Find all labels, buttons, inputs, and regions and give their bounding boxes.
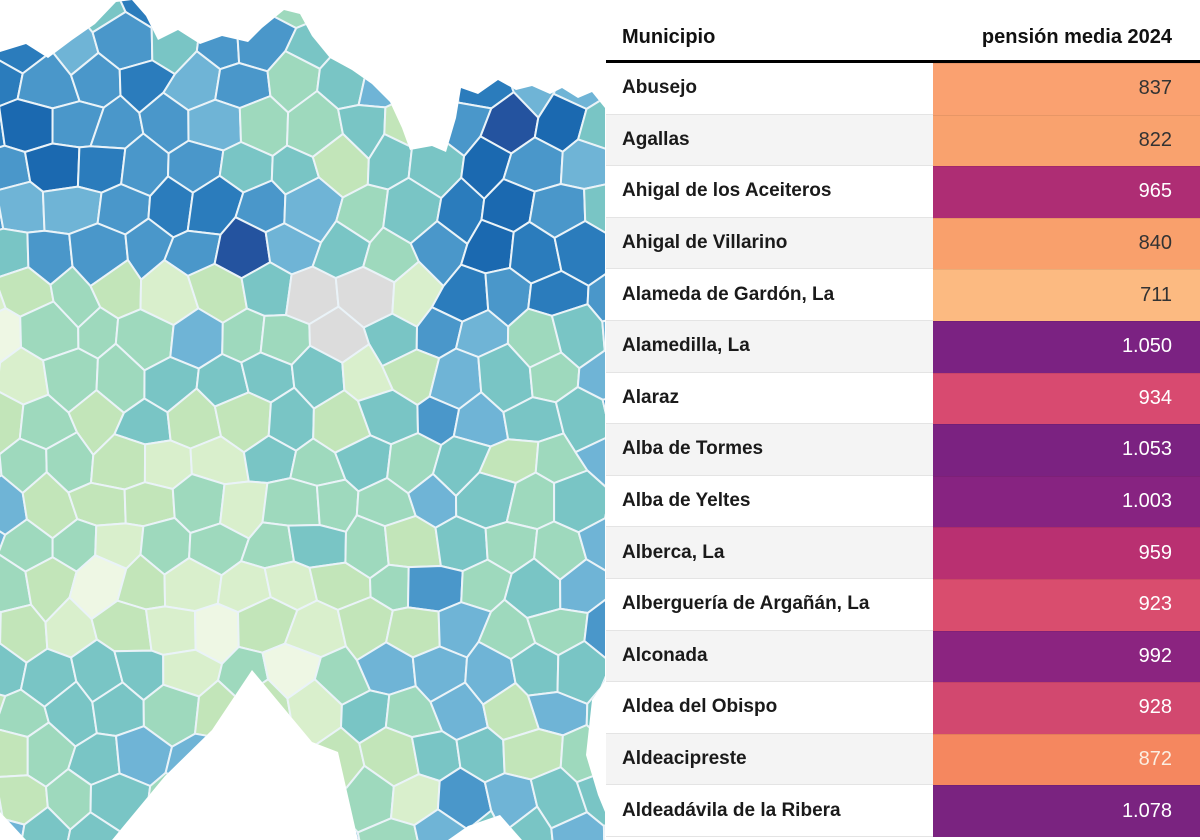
table-row: Alba de Yeltes 1.003 xyxy=(606,475,1200,528)
municipality-name: Aldea del Obispo xyxy=(606,682,933,734)
municipality-name: Alamedilla, La xyxy=(606,320,933,373)
pension-value: 872 xyxy=(933,733,1200,786)
column-header-value: pensión media 2024 xyxy=(981,26,1172,48)
table-header: Municipio pensión media 2024 xyxy=(606,0,1200,63)
table-row: Aldeadávila de la Ribera 1.078 xyxy=(606,785,1200,837)
table-row: Abusejo 837 xyxy=(606,63,1200,115)
column-header-municipio: Municipio xyxy=(622,26,716,48)
table-row: Agallas 822 xyxy=(606,114,1200,167)
municipality-name: Alba de Yeltes xyxy=(606,475,933,528)
municipality-map-svg xyxy=(0,0,605,840)
table-row: Aldea del Obispo 928 xyxy=(606,682,1200,734)
pension-value: 923 xyxy=(933,578,1200,631)
table-row: Alamedilla, La 1.050 xyxy=(606,320,1200,373)
pension-value: 934 xyxy=(933,372,1200,425)
municipality-name: Aldeadávila de la Ribera xyxy=(606,785,933,837)
pension-value: 822 xyxy=(933,114,1200,167)
table-row: Alconada 992 xyxy=(606,630,1200,683)
municipality-name: Alba de Tormes xyxy=(606,424,933,476)
table-row: Alba de Tormes 1.053 xyxy=(606,424,1200,476)
table-row: Alameda de Gardón, La 711 xyxy=(606,269,1200,321)
table-row: Alberguería de Argañán, La 923 xyxy=(606,578,1200,631)
municipality-name: Ahigal de los Aceiteros xyxy=(606,166,933,218)
municipality-regions xyxy=(0,0,605,840)
municipality-name: Agallas xyxy=(606,114,933,167)
pension-value: 837 xyxy=(933,63,1200,115)
choropleth-map[interactable] xyxy=(0,0,606,840)
municipality-name: Alaraz xyxy=(606,372,933,425)
table-body: Abusejo 837 Agallas 822 Ahigal de los Aceite… xyxy=(606,63,1200,837)
pension-value: 711 xyxy=(933,269,1200,321)
table-row: Ahigal de los Aceiteros 965 xyxy=(606,166,1200,218)
pension-value: 1.003 xyxy=(933,475,1200,528)
pension-value: 992 xyxy=(933,630,1200,683)
pension-value: 928 xyxy=(933,682,1200,734)
municipality-name: Alameda de Gardón, La xyxy=(606,269,933,321)
pension-value: 1.053 xyxy=(933,424,1200,476)
table-row: Ahigal de Villarino 840 xyxy=(606,217,1200,270)
municipality-name: Alberguería de Argañán, La xyxy=(606,578,933,631)
pension-value: 1.078 xyxy=(933,785,1200,837)
municipality-name: Alberca, La xyxy=(606,527,933,579)
pension-value: 1.050 xyxy=(933,320,1200,373)
pension-value: 840 xyxy=(933,217,1200,270)
municipality-name: Alconada xyxy=(606,630,933,683)
municipality-name: Abusejo xyxy=(606,63,933,115)
table-row: Alberca, La 959 xyxy=(606,527,1200,579)
municipality-name: Ahigal de Villarino xyxy=(606,217,933,270)
table-row: Alaraz 934 xyxy=(606,372,1200,425)
pension-table: Municipio pensión media 2024 Abusejo 837 A… xyxy=(606,0,1200,840)
municipality-name: Aldeacipreste xyxy=(606,733,933,786)
pension-value: 959 xyxy=(933,527,1200,579)
table-row: Aldeacipreste 872 xyxy=(606,733,1200,786)
pension-value: 965 xyxy=(933,166,1200,218)
